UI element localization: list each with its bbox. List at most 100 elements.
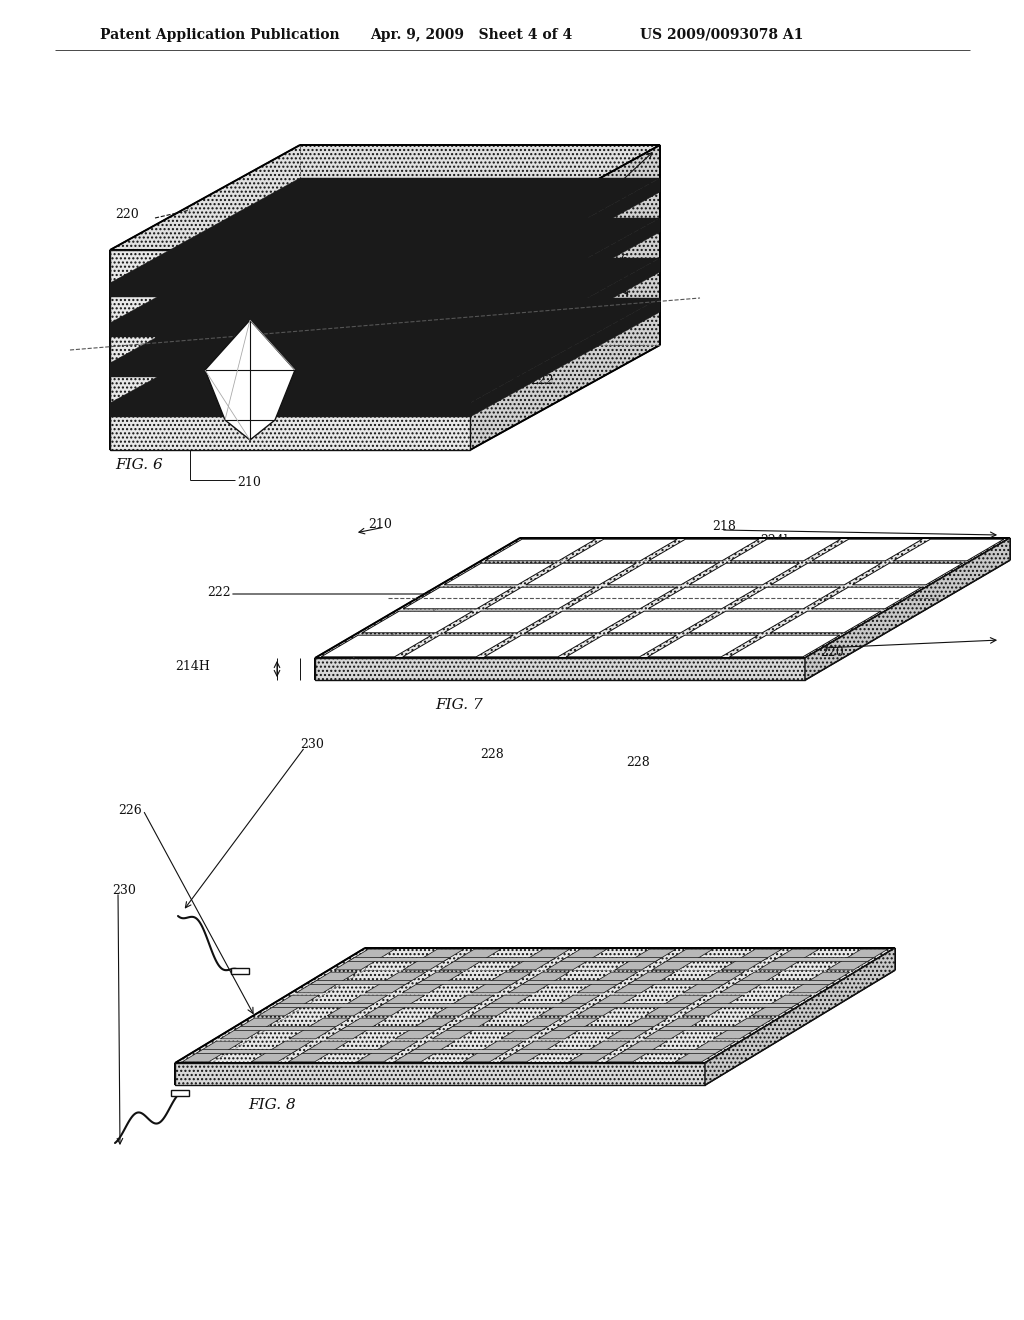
Text: FIG. 6: FIG. 6 [115,458,163,473]
Text: 222: 222 [530,374,554,387]
Polygon shape [772,958,873,961]
Text: 220: 220 [115,209,138,222]
Polygon shape [110,145,660,249]
Polygon shape [569,1041,630,1061]
Polygon shape [470,218,660,337]
Text: 218: 218 [552,226,575,239]
Polygon shape [175,1063,705,1085]
Polygon shape [470,145,660,450]
Polygon shape [607,564,718,585]
Polygon shape [394,1041,455,1061]
Polygon shape [205,319,295,440]
Polygon shape [514,1049,615,1053]
Polygon shape [577,995,637,1016]
Text: 210: 210 [237,475,261,488]
Text: 216: 216 [605,253,629,267]
Polygon shape [362,611,472,632]
Polygon shape [500,1041,561,1061]
Polygon shape [539,995,600,1016]
Polygon shape [758,949,819,970]
Polygon shape [539,1018,599,1039]
Text: 224b: 224b [760,533,792,546]
Text: 224a: 224a [780,544,811,557]
Polygon shape [645,995,706,1016]
Polygon shape [340,1027,441,1031]
Polygon shape [110,363,470,378]
Polygon shape [402,635,513,657]
Polygon shape [440,949,501,970]
Polygon shape [110,249,470,450]
Polygon shape [357,1041,418,1061]
Polygon shape [110,282,470,297]
Polygon shape [444,564,555,585]
Polygon shape [327,1018,387,1039]
Polygon shape [322,635,431,657]
Polygon shape [509,949,569,970]
Polygon shape [470,298,660,417]
Polygon shape [578,972,638,993]
Polygon shape [607,611,718,632]
Polygon shape [470,178,660,297]
Polygon shape [175,948,895,1063]
Polygon shape [110,218,660,323]
Polygon shape [251,1041,311,1061]
Polygon shape [689,611,799,632]
Polygon shape [315,657,805,680]
Polygon shape [471,972,531,993]
Polygon shape [852,564,963,585]
Polygon shape [770,611,881,632]
Text: Patent Application Publication: Patent Application Publication [100,28,340,42]
Polygon shape [721,949,781,970]
Polygon shape [470,257,660,378]
Polygon shape [644,1018,705,1039]
Text: 228: 228 [626,756,650,770]
Polygon shape [560,958,662,961]
Text: FIG. 7: FIG. 7 [435,698,482,711]
Polygon shape [827,949,888,970]
Polygon shape [289,1018,350,1039]
Polygon shape [366,972,426,993]
Polygon shape [525,564,636,585]
Polygon shape [621,1049,722,1053]
Polygon shape [272,1003,374,1007]
Polygon shape [110,323,470,337]
Polygon shape [110,257,660,363]
Polygon shape [546,949,607,970]
Text: 214H: 214H [175,660,210,672]
Polygon shape [484,1003,586,1007]
Text: US 2009/0093078 A1: US 2009/0093078 A1 [640,28,804,42]
Polygon shape [606,1041,667,1061]
Polygon shape [771,564,882,585]
Polygon shape [327,995,388,1016]
Polygon shape [455,958,556,961]
Polygon shape [894,539,1004,561]
Polygon shape [751,995,812,1016]
Polygon shape [683,972,743,993]
Polygon shape [378,1003,479,1007]
Polygon shape [348,958,450,961]
Polygon shape [484,587,595,609]
Polygon shape [652,949,713,970]
Polygon shape [315,539,1010,657]
Polygon shape [552,1027,653,1031]
Polygon shape [805,539,1010,680]
Polygon shape [566,635,677,657]
Text: 222: 222 [207,586,230,598]
Polygon shape [720,972,781,993]
Text: FIG. 8: FIG. 8 [248,1098,296,1111]
Text: 226: 226 [118,804,142,817]
Polygon shape [696,1003,798,1007]
Text: 230: 230 [300,738,324,751]
Polygon shape [395,1018,456,1039]
Polygon shape [590,1003,692,1007]
Polygon shape [334,949,395,970]
Polygon shape [525,611,636,632]
Text: 230: 230 [112,883,136,896]
Polygon shape [730,587,841,609]
Polygon shape [409,1049,510,1053]
Polygon shape [522,981,624,985]
Polygon shape [171,1090,189,1096]
Polygon shape [231,968,249,974]
Polygon shape [705,948,895,1085]
Polygon shape [567,539,677,561]
